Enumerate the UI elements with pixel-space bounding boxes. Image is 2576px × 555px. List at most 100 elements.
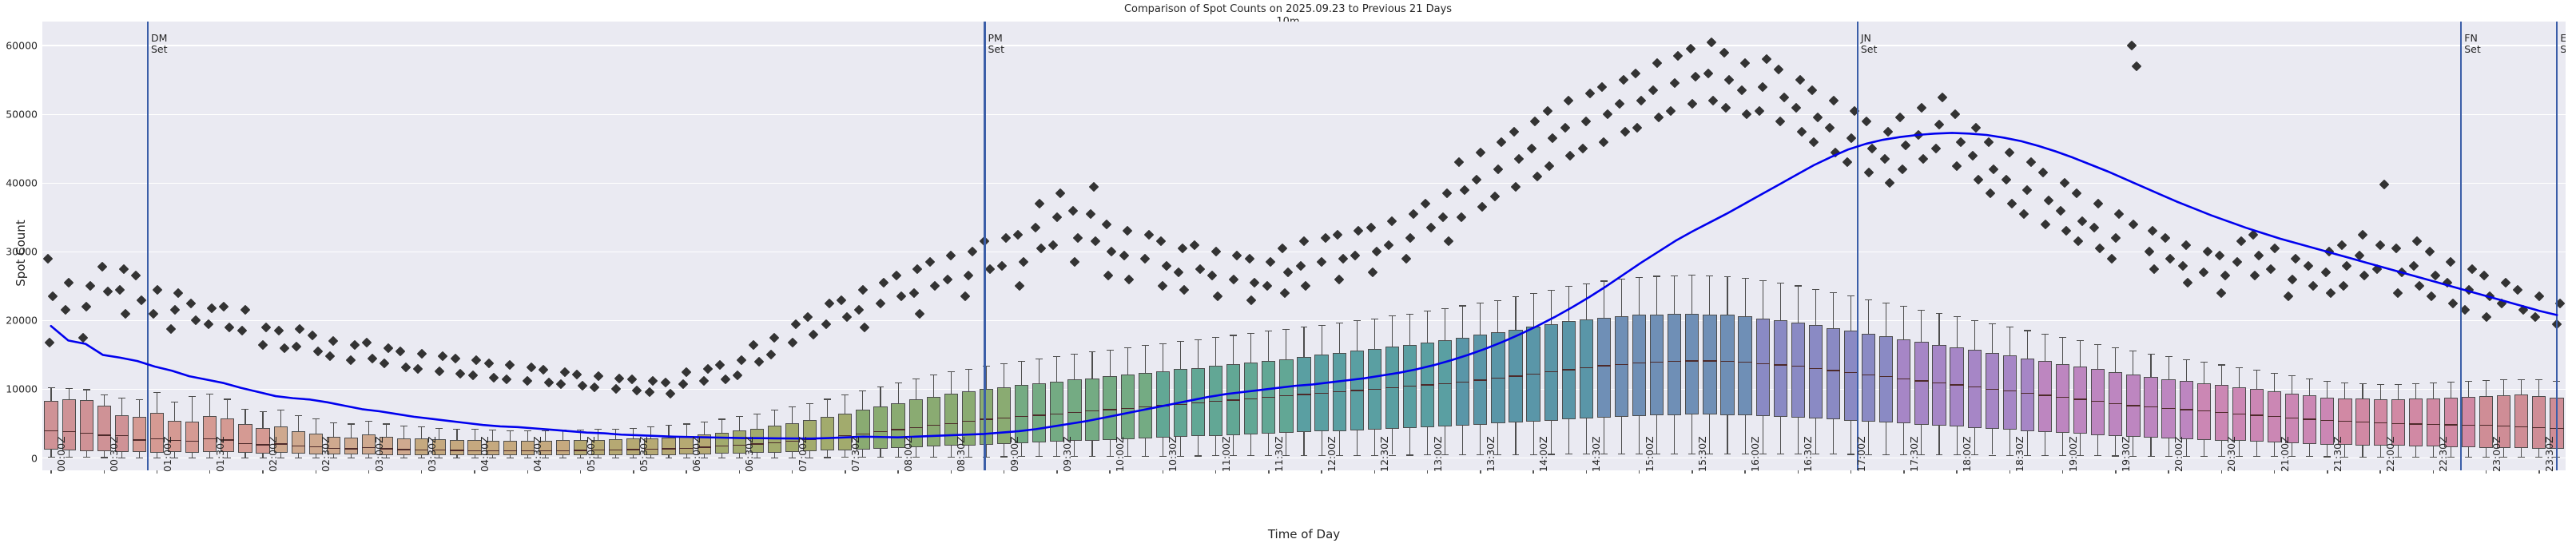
x-tick-mark: [1744, 470, 1746, 474]
whisker-cap-lower: [2129, 455, 2137, 457]
x-tick-label: 11:00Z: [1219, 436, 1232, 472]
median-line: [344, 448, 359, 450]
gridline: [42, 113, 2566, 115]
x-tick-mark: [2432, 470, 2435, 474]
median-line: [256, 444, 270, 446]
whisker-cap-lower: [2200, 455, 2208, 457]
x-tick-label: 14:00Z: [1537, 436, 1550, 472]
box-iqr: [503, 440, 517, 456]
box-iqr: [609, 439, 623, 455]
y-axis-ticks: 0 10000 20000 30000 40000 50000 60000: [0, 22, 2576, 470]
whisker-cap-lower: [1477, 454, 1485, 456]
annotation-label-pm: PM Set: [988, 33, 1005, 55]
x-tick-label: 01:30Z: [213, 436, 226, 472]
whisker-cap-lower: [1459, 454, 1467, 456]
whisker-cap-lower: [1000, 456, 1008, 458]
whisker-cap-lower: [1529, 454, 1537, 455]
median-line: [397, 449, 411, 450]
x-tick-mark: [950, 470, 952, 474]
box-iqr: [520, 441, 535, 456]
whisker-cap-lower: [947, 456, 955, 458]
x-tick-label: 04:00Z: [479, 436, 491, 472]
annotation-label-line1: PM: [988, 32, 1003, 44]
whisker-cap-lower: [2500, 456, 2508, 458]
median-line: [132, 439, 147, 441]
whisker-cap-lower: [859, 457, 867, 458]
x-tick-mark: [474, 470, 475, 474]
whisker-cap-lower: [2271, 456, 2279, 458]
x-tick-mark: [50, 470, 52, 474]
x-tick-label: 00:30Z: [108, 436, 121, 472]
whisker-cap-lower: [1230, 455, 1238, 457]
median-line: [803, 438, 817, 441]
x-tick-label: 03:30Z: [425, 436, 438, 472]
whisker-cap-lower: [1970, 454, 1978, 456]
y-tick-label: 60000: [6, 39, 38, 52]
median-line: [749, 443, 764, 445]
x-tick-mark: [1214, 470, 1217, 474]
x-tick-label: 14:30Z: [1590, 436, 1603, 472]
median-line: [555, 450, 570, 451]
whisker-cap-lower: [1370, 454, 1378, 456]
whisker-cap-lower: [2041, 454, 2049, 456]
whisker-cap-lower: [47, 457, 55, 458]
whisker-cap-lower: [1071, 456, 1079, 458]
whisker-cap-lower: [2518, 456, 2526, 458]
y-tick-label: 10000: [6, 383, 38, 395]
whisker-cap-lower: [2112, 455, 2120, 457]
whisker-cap-lower: [1900, 454, 1908, 455]
x-tick-mark: [103, 470, 105, 474]
x-tick-mark: [1956, 470, 1958, 474]
whisker-cap-lower: [1088, 455, 1096, 458]
y-tick-label: 20000: [6, 314, 38, 327]
box-iqr: [485, 440, 499, 456]
whisker-cap-lower: [1935, 454, 1943, 456]
x-tick-label: 10:30Z: [1167, 436, 1179, 472]
annotation-label-line2: Set: [2560, 43, 2566, 55]
x-tick-mark: [262, 470, 264, 474]
whisker-cap-lower: [2165, 455, 2173, 457]
whisker-cap-lower: [2288, 456, 2296, 458]
x-tick-mark: [1426, 470, 1429, 474]
x-tick-label: 19:00Z: [2066, 436, 2079, 472]
x-tick-mark: [1691, 470, 1693, 474]
whisker-cap-lower: [1106, 455, 1114, 457]
x-tick-label: 15:30Z: [1695, 436, 1708, 472]
median-line: [168, 440, 182, 442]
x-tick-mark: [2115, 470, 2117, 474]
median-line: [308, 446, 323, 448]
whisker-cap-lower: [2059, 455, 2067, 457]
whisker-cap-lower: [1053, 456, 1061, 458]
whisker-cap-lower: [983, 456, 990, 458]
whisker-cap-lower: [1195, 455, 1202, 457]
x-tick-label: 17:00Z: [1854, 436, 1867, 472]
x-tick-label: 03:00Z: [372, 436, 385, 472]
whisker-cap-lower: [1141, 455, 1149, 457]
whisker-cap-lower: [2376, 456, 2384, 458]
median-line: [626, 449, 641, 450]
whisker-cap-lower: [1865, 454, 1873, 455]
x-tick-label: 23:30Z: [2542, 436, 2555, 472]
x-tick-mark: [2220, 470, 2223, 474]
y-tick-label: 40000: [6, 176, 38, 189]
whisker-cap-lower: [1212, 455, 1220, 457]
x-tick-label: 23:00Z: [2490, 436, 2502, 472]
whisker-cap-lower: [2394, 456, 2402, 458]
whisker-cap-lower: [2147, 455, 2155, 457]
median-line: [644, 448, 658, 450]
x-tick-mark: [2168, 470, 2169, 474]
x-tick-mark: [1268, 470, 1270, 474]
x-tick-label: 13:00Z: [1431, 436, 1444, 472]
x-tick-label: 16:00Z: [1749, 436, 1762, 472]
y-tick-label: 0: [31, 452, 38, 464]
x-tick-label: 07:00Z: [796, 436, 809, 472]
whisker-cap-lower: [82, 457, 90, 458]
whisker-cap-lower: [2483, 456, 2491, 458]
median-line: [380, 448, 394, 450]
median-line: [679, 447, 694, 449]
x-tick-mark: [2327, 470, 2328, 474]
x-tick-label: 16:30Z: [1802, 436, 1815, 472]
median-line: [238, 442, 252, 444]
x-tick-label: 06:30Z: [743, 436, 756, 472]
median-line: [503, 450, 517, 452]
